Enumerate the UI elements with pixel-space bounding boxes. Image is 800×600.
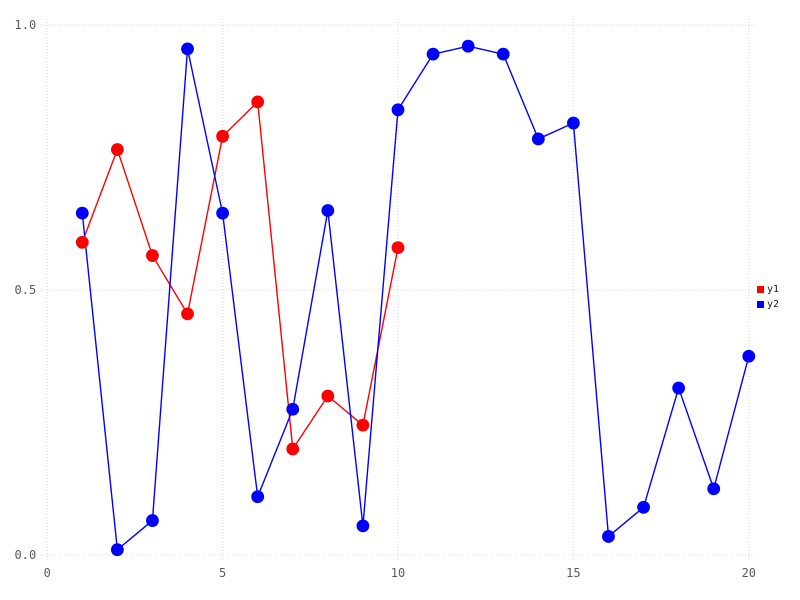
y2-point-6 xyxy=(251,490,265,504)
y2-point-16 xyxy=(602,530,615,543)
x-tick-label-4: 20 xyxy=(742,566,756,580)
y2-point-10 xyxy=(391,103,405,117)
y1-point-7 xyxy=(286,442,300,456)
y1-point-3 xyxy=(146,249,159,262)
y2-point-9 xyxy=(356,519,370,533)
y2-line xyxy=(81,45,750,551)
y1-point-4 xyxy=(181,307,194,321)
x-tick-label-0: 0 xyxy=(44,566,51,580)
y2-point-19 xyxy=(707,482,721,496)
y2-point-3 xyxy=(146,514,159,527)
y2-point-2 xyxy=(110,543,124,557)
y1-point-5 xyxy=(216,129,230,143)
x-tick-label-1: 5 xyxy=(219,566,226,580)
y2-point-18 xyxy=(672,381,686,395)
y2-point-4 xyxy=(181,42,194,56)
y2-point-13 xyxy=(496,47,510,61)
y1-point-2 xyxy=(110,143,124,156)
y1-line xyxy=(81,101,399,450)
y1-point-6 xyxy=(251,95,265,109)
legend-label-y2: y2 xyxy=(767,298,780,310)
y2-point-14 xyxy=(531,132,545,146)
y1-swatch xyxy=(757,286,764,293)
y2-point-1 xyxy=(75,206,89,220)
y-tick-label-2: 1.0 xyxy=(15,18,37,32)
chart-legend: y1 y2 xyxy=(757,283,779,311)
y2-point-11 xyxy=(426,47,440,61)
legend-label-y1: y1 xyxy=(767,283,780,295)
y1-point-9 xyxy=(356,418,370,432)
y2-point-15 xyxy=(567,116,580,130)
legend-item-y2: y2 xyxy=(757,298,779,311)
y-tick-label-1: 0.5 xyxy=(15,283,37,297)
y2-point-12 xyxy=(461,39,475,53)
y-tick-label-0: 0.0 xyxy=(15,548,37,562)
y2-point-7 xyxy=(286,402,300,416)
x-tick-label-2: 10 xyxy=(391,566,405,580)
y2-point-20 xyxy=(742,349,756,363)
y2-swatch xyxy=(757,301,764,308)
y2-point-8 xyxy=(321,204,335,217)
y1-point-10 xyxy=(391,241,405,255)
y2-point-17 xyxy=(637,500,650,514)
x-tick-label-3: 15 xyxy=(566,566,580,580)
y1-point-1 xyxy=(75,235,89,249)
legend-item-y1: y1 xyxy=(757,283,779,296)
y1-point-8 xyxy=(321,389,335,403)
y2-point-5 xyxy=(216,206,230,220)
